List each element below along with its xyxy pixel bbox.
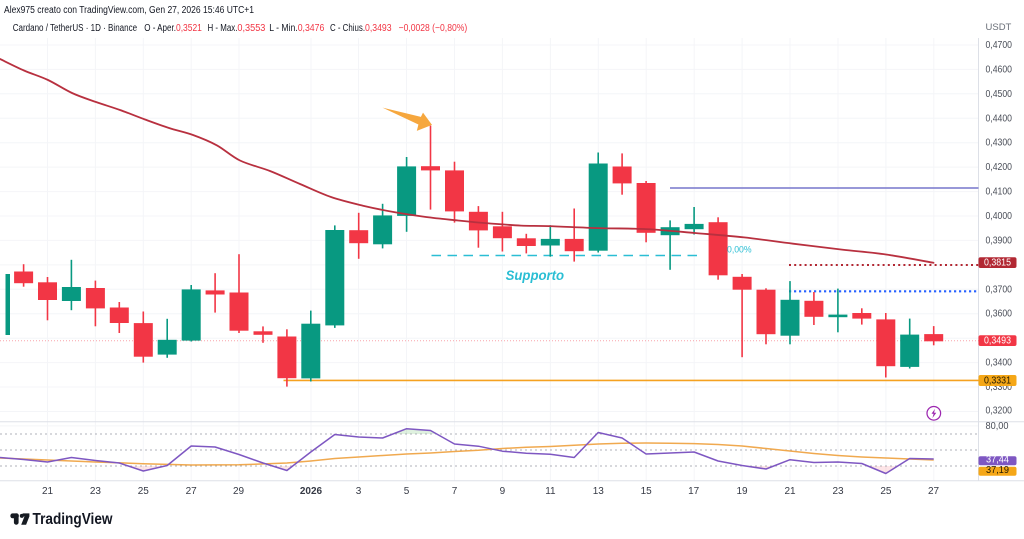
svg-text:17: 17 <box>688 486 700 497</box>
svg-text:0,3400: 0,3400 <box>986 358 1013 369</box>
svg-text:TradingView: TradingView <box>33 511 114 528</box>
svg-text:0,3200: 0,3200 <box>986 406 1013 417</box>
svg-text:0,3900: 0,3900 <box>986 235 1013 246</box>
svg-text:Alex975 creato con TradingView: Alex975 creato con TradingView.com, Gen … <box>4 5 254 16</box>
svg-text:0,3331: 0,3331 <box>984 375 1011 386</box>
svg-text:O - Aper.: O - Aper. <box>144 23 176 34</box>
svg-text:0,4000: 0,4000 <box>986 211 1013 222</box>
svg-text:80,00: 80,00 <box>986 421 1009 432</box>
svg-text:0,4100: 0,4100 <box>986 187 1013 198</box>
svg-text:0,00%: 0,00% <box>727 245 752 256</box>
svg-text:0,4400: 0,4400 <box>986 113 1013 124</box>
svg-text:0,4600: 0,4600 <box>986 64 1013 75</box>
svg-text:15: 15 <box>641 486 653 497</box>
svg-text:USDT: USDT <box>986 22 1012 33</box>
svg-text:0,3553: 0,3553 <box>237 23 265 34</box>
svg-text:Supporto: Supporto <box>506 268 564 283</box>
svg-text:5: 5 <box>404 486 410 497</box>
svg-text:19: 19 <box>736 486 748 497</box>
svg-text:13: 13 <box>593 486 605 497</box>
svg-text:0,4700: 0,4700 <box>986 40 1013 51</box>
svg-text:0,3815: 0,3815 <box>984 257 1011 268</box>
svg-text:29: 29 <box>233 486 245 497</box>
svg-text:C - Chius.: C - Chius. <box>330 23 365 34</box>
svg-text:Cardano / TetherUS · 1D · Bina: Cardano / TetherUS · 1D · Binance <box>13 23 138 34</box>
svg-text:0,3300: 0,3300 <box>986 382 1013 393</box>
svg-text:0,4500: 0,4500 <box>986 89 1013 100</box>
svg-text:27: 27 <box>186 486 198 497</box>
svg-text:H - Max.: H - Max. <box>208 23 238 34</box>
svg-text:25: 25 <box>880 486 892 497</box>
svg-text:3: 3 <box>356 486 362 497</box>
svg-text:0,3521: 0,3521 <box>176 23 202 34</box>
svg-text:25: 25 <box>138 486 150 497</box>
svg-text:−0,0028 (−0,80%): −0,0028 (−0,80%) <box>399 23 468 34</box>
svg-text:2026: 2026 <box>300 486 323 497</box>
svg-text:27: 27 <box>928 486 940 497</box>
svg-text:7: 7 <box>452 486 458 497</box>
svg-text:21: 21 <box>784 486 796 497</box>
svg-text:0,4200: 0,4200 <box>986 162 1013 173</box>
svg-text:0,3600: 0,3600 <box>986 309 1013 320</box>
svg-text:0,3493: 0,3493 <box>984 335 1011 346</box>
svg-text:21: 21 <box>42 486 54 497</box>
svg-text:L - Min.: L - Min. <box>269 23 298 34</box>
svg-text:9: 9 <box>500 486 506 497</box>
svg-text:11: 11 <box>545 486 556 497</box>
svg-text:23: 23 <box>90 486 102 497</box>
svg-text:0,3476: 0,3476 <box>298 23 325 34</box>
svg-text:37,19: 37,19 <box>986 465 1009 476</box>
svg-text:37,44: 37,44 <box>986 455 1010 466</box>
svg-text:23: 23 <box>832 486 844 497</box>
svg-text:0,4300: 0,4300 <box>986 138 1013 149</box>
svg-text:0,3493: 0,3493 <box>365 23 392 34</box>
svg-text:0,3700: 0,3700 <box>986 284 1013 295</box>
